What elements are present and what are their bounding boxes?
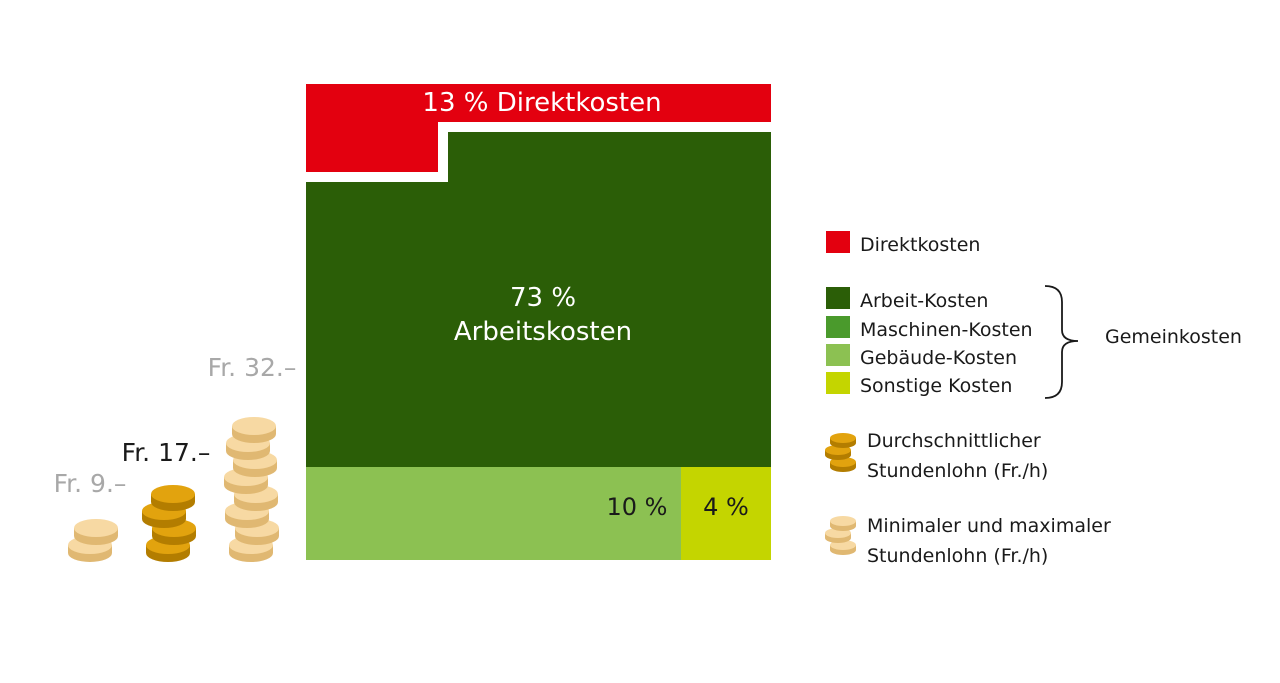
segment-arbeitskosten xyxy=(306,132,771,516)
legend-label-sonstige-kosten: Sonstige Kosten xyxy=(860,375,1012,397)
legend-label-average-line1: Durchschnittlicher xyxy=(867,430,1041,452)
legend-label-minmax-line2: Stundenlohn (Fr./h) xyxy=(867,545,1048,567)
legend-label-arbeit-kosten: Arbeit-Kosten xyxy=(860,290,988,312)
legend-label-average-line2: Stundenlohn (Fr./h) xyxy=(867,460,1048,482)
legend-label-minmax-line1: Minimaler und maximaler xyxy=(867,515,1111,537)
wage-label-max: Fr. 32.– xyxy=(208,353,297,382)
wage-label-min: Fr. 9.– xyxy=(54,469,127,498)
label-sonstige-percent: 4 % xyxy=(703,493,749,521)
legend-swatch-maschinen-kosten xyxy=(826,316,850,338)
coin-min-1 xyxy=(74,519,118,545)
legend-label-gemeinkosten: Gemeinkosten xyxy=(1105,326,1242,348)
legend-label-maschinen-kosten: Maschinen-Kosten xyxy=(860,319,1033,341)
legend-coins-minmax-icon xyxy=(825,516,856,555)
cost-blocks xyxy=(306,84,771,560)
legend-label-gebaeude-kosten: Gebäude-Kosten xyxy=(860,347,1017,369)
legend-coin-avg-2 xyxy=(830,433,856,448)
segment-gebaeude-kosten-top xyxy=(306,516,681,560)
label-arbeitskosten-percent: 73 % xyxy=(510,283,576,313)
segment-sonstige-kosten xyxy=(681,467,771,560)
legend-label-direktkosten: Direktkosten xyxy=(860,234,980,256)
legend-swatch-gebaeude-kosten xyxy=(826,344,850,366)
legend-swatch-direktkosten xyxy=(826,231,850,253)
legend-swatch-sonstige-kosten xyxy=(826,372,850,394)
wage-label-average: Fr. 17.– xyxy=(122,438,211,467)
legend: Direktkosten Arbeit-Kosten Maschinen-Kos… xyxy=(825,231,1242,567)
legend-brace xyxy=(1044,285,1079,399)
coin-avg-3 xyxy=(151,485,195,511)
segment-direktkosten xyxy=(306,84,771,172)
wage-coin-stacks xyxy=(68,417,279,562)
label-gebaeude-percent: 10 % xyxy=(607,493,668,521)
legend-coin-minmax-2 xyxy=(830,516,856,531)
legend-swatch-arbeit-kosten xyxy=(826,287,850,309)
label-direktkosten: 13 % Direktkosten xyxy=(422,88,661,118)
label-arbeitskosten-name: Arbeitskosten xyxy=(454,317,632,347)
legend-coins-average-icon xyxy=(825,433,856,472)
coin-max-7 xyxy=(232,417,276,443)
